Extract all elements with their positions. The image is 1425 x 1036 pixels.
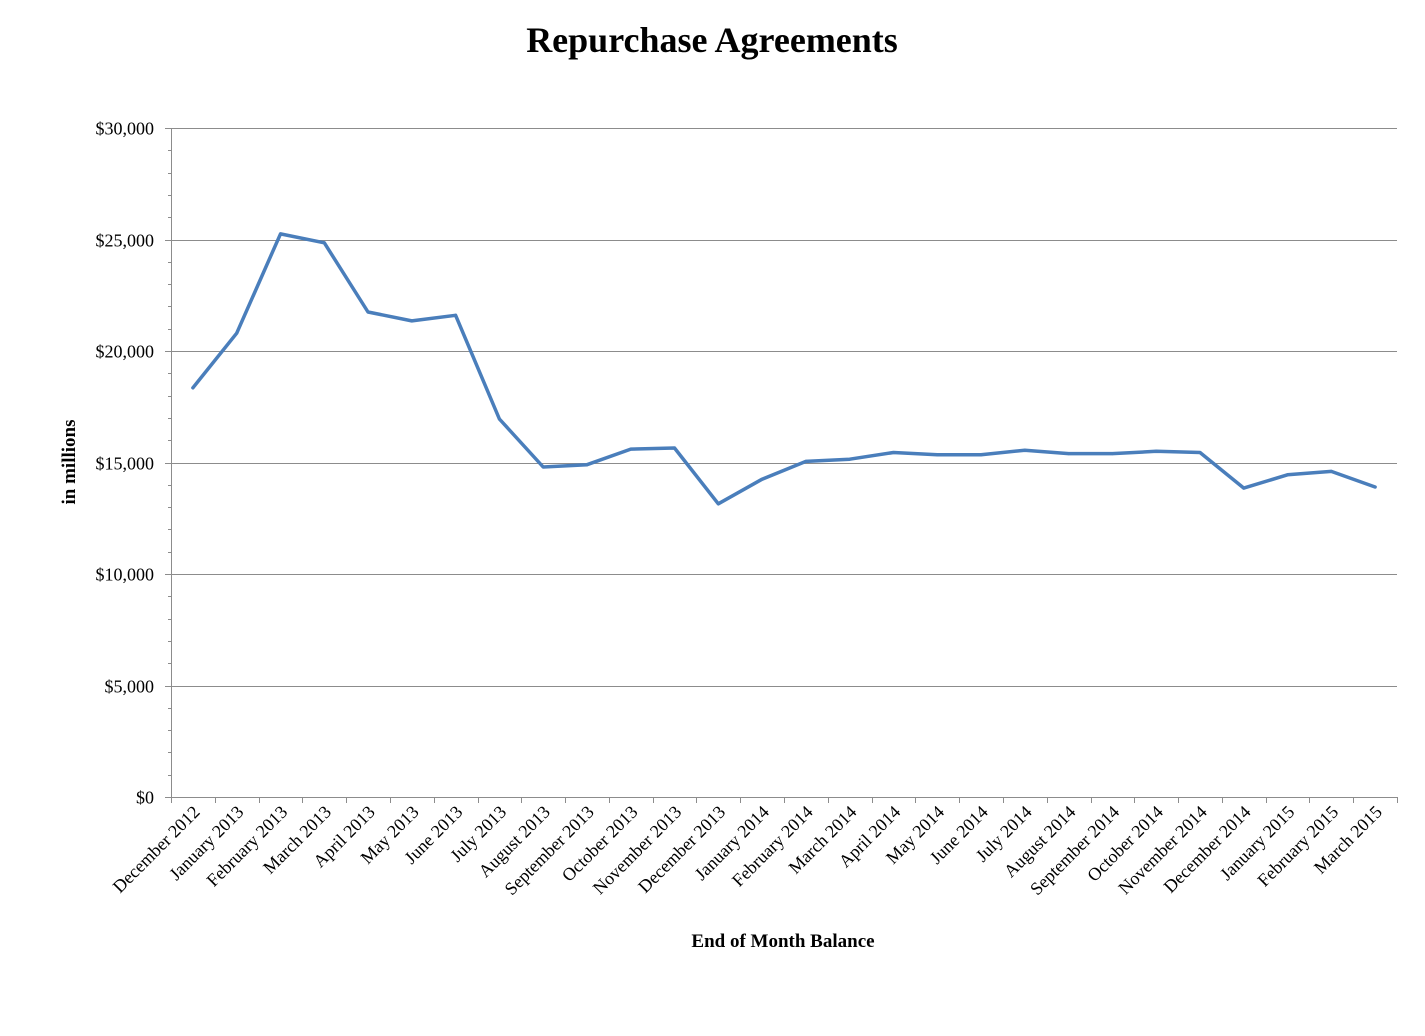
axes (165, 128, 1398, 803)
data-point (235, 331, 239, 335)
data-point (1242, 486, 1246, 490)
data-point (191, 386, 195, 390)
data-point (366, 310, 370, 314)
x-axis-title: End of Month Balance (691, 931, 874, 952)
y-tick-label: $30,000 (96, 119, 155, 139)
data-point (1286, 473, 1289, 477)
data-point (1067, 452, 1071, 456)
data-point (673, 446, 676, 450)
y-tick-label: $10,000 (96, 565, 155, 585)
data-point (716, 502, 720, 506)
data-point (804, 459, 808, 463)
y-axis-tick-labels: $0 $5,000 $10,000 $15,000 $20,000 $25,000 $30,… (96, 119, 155, 808)
data-point (1154, 449, 1158, 453)
y-tick-label: $25,000 (96, 231, 155, 251)
data-point (1198, 451, 1202, 454)
y-tick-label: $15,000 (96, 454, 155, 474)
y-tick-label: $5,000 (105, 677, 155, 697)
data-point (454, 313, 458, 317)
data-point (279, 232, 282, 236)
data-point (1023, 448, 1027, 452)
series-layer (191, 232, 1377, 506)
y-tick-label: $0 (136, 788, 154, 808)
data-point (497, 417, 501, 421)
data-point (848, 457, 852, 461)
data-point (322, 241, 326, 245)
gridlines (171, 128, 1397, 687)
data-point (541, 465, 545, 469)
data-point (1110, 452, 1114, 456)
y-axis-title: in millions (59, 420, 80, 505)
data-point (979, 453, 983, 457)
data-point (410, 319, 414, 323)
data-point (1329, 469, 1333, 473)
data-point (629, 447, 633, 451)
data-point (935, 453, 939, 457)
chart-title: Repurchase Agreements (526, 20, 898, 60)
data-point (892, 451, 895, 454)
data-point (585, 463, 589, 467)
data-point (1373, 485, 1377, 489)
y-tick-label: $20,000 (96, 342, 155, 362)
series-line (191, 232, 1377, 506)
data-point (760, 477, 764, 481)
